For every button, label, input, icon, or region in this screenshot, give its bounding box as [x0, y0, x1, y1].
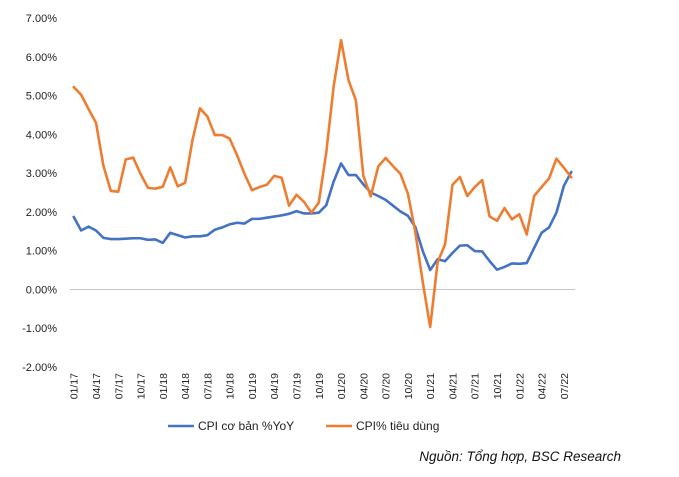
x-tick-label: 04/22: [537, 373, 549, 399]
x-tick-label: 07/21: [470, 373, 482, 399]
x-tick-label: 01/20: [336, 373, 348, 399]
y-axis: 7.00% 6.00% 5.00% 4.00% 3.00% 2.00% 1.00% 0.00%…: [22, 13, 57, 374]
x-tick-label: 01/18: [158, 373, 170, 399]
y-tick-label: 2.00%: [26, 207, 57, 219]
source-note: Nguồn: Tổng hợp, BSC Research: [419, 449, 621, 464]
y-tick-label: 5.00%: [26, 91, 57, 103]
x-tick-label: 04/19: [269, 373, 281, 399]
x-tick-label: 07/22: [559, 373, 571, 399]
x-tick-label: 07/18: [202, 373, 214, 399]
x-tick-label: 10/21: [492, 373, 504, 399]
x-tick-label: 07/17: [113, 373, 125, 399]
series-line-1: [72, 162, 573, 272]
x-axis: 01/17 04/17 07/17 10/17 01/18 04/18 07/18 10/18…: [69, 373, 571, 399]
y-tick-label: -1.00%: [22, 323, 57, 335]
legend-label: CPI% tiêu dùng: [356, 419, 439, 433]
x-tick-label: 07/19: [292, 373, 304, 399]
x-tick-label: 04/21: [447, 373, 459, 399]
x-tick-label: 10/19: [314, 373, 326, 399]
x-tick-label: 10/18: [225, 373, 237, 399]
x-tick-label: 10/20: [403, 373, 415, 399]
x-tick-label: 04/20: [358, 373, 370, 399]
y-tick-label: 3.00%: [26, 168, 57, 180]
x-tick-label: 01/19: [247, 373, 259, 399]
legend: CPI cơ bản %YoY CPI% tiêu dùng: [168, 419, 439, 433]
y-tick-label: 6.00%: [26, 52, 57, 64]
y-tick-label: 0.00%: [26, 284, 57, 296]
x-tick-label: 04/18: [180, 373, 192, 399]
y-tick-label: 4.00%: [26, 129, 57, 141]
y-tick-label: -2.00%: [22, 362, 57, 374]
x-tick-label: 04/17: [91, 373, 103, 399]
x-tick-label: 10/17: [136, 373, 148, 399]
series-line-2: [72, 38, 573, 329]
x-tick-label: 01/22: [514, 373, 526, 399]
y-tick-label: 7.00%: [26, 13, 57, 25]
y-tick-label: 1.00%: [26, 246, 57, 258]
x-tick-label: 01/17: [69, 373, 81, 399]
x-tick-label: 07/20: [381, 373, 393, 399]
legend-label: CPI cơ bản %YoY: [198, 419, 294, 433]
x-tick-label: 01/21: [425, 373, 437, 399]
series-layer: [72, 38, 573, 329]
